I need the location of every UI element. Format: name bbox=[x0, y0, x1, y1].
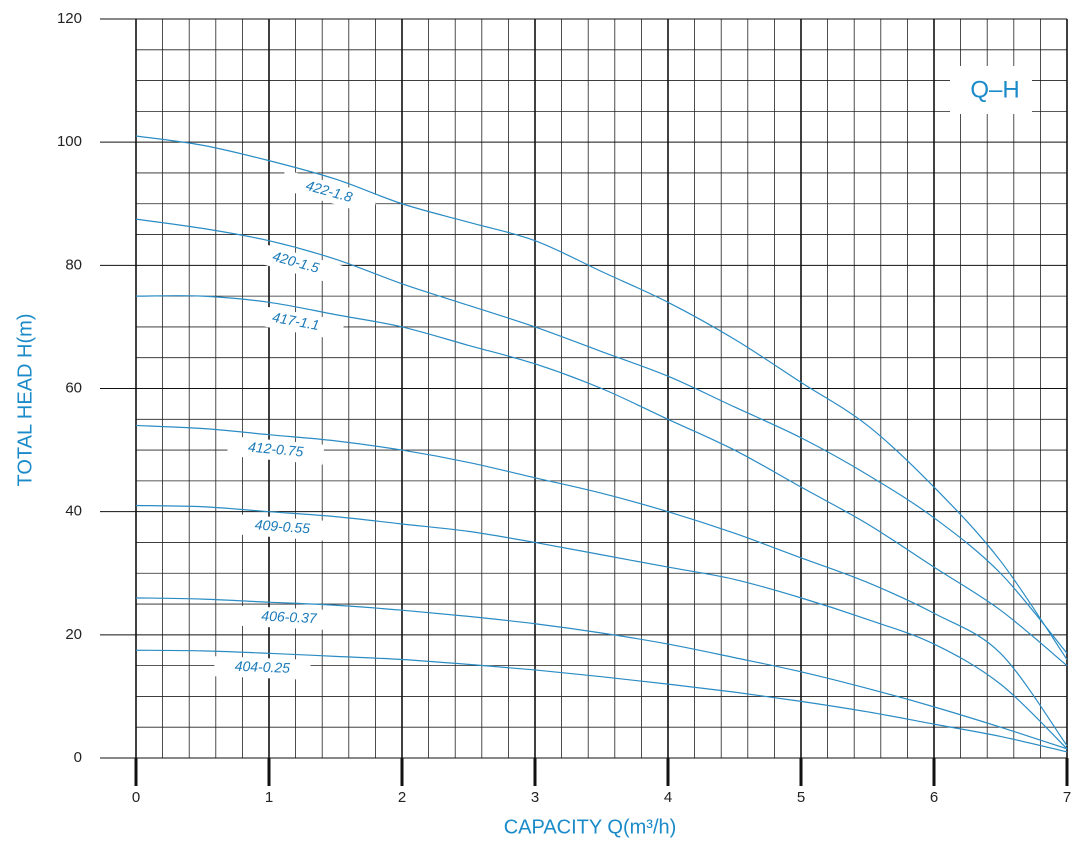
curve-label-group: 406-0.37 bbox=[240, 605, 338, 631]
label-background bbox=[246, 303, 345, 341]
y-tick-label: 0 bbox=[74, 749, 82, 766]
curve-label-group: 409-0.55 bbox=[233, 514, 331, 542]
x-tick-label: 7 bbox=[1063, 789, 1071, 806]
label-background bbox=[226, 435, 325, 465]
curve-label: 404-0.25 bbox=[234, 658, 290, 676]
y-tick-label: 100 bbox=[57, 133, 82, 150]
curve-label: 406-0.37 bbox=[261, 608, 318, 627]
curve bbox=[135, 135, 1068, 660]
curve bbox=[135, 504, 1068, 750]
x-tick-label: 5 bbox=[797, 789, 805, 806]
label-background bbox=[246, 240, 345, 286]
curve bbox=[135, 597, 1068, 750]
y-axis-title: TOTAL HEAD H(m) bbox=[14, 314, 36, 487]
x-tick-label: 2 bbox=[398, 789, 406, 806]
annotation: Q–H bbox=[970, 76, 1019, 103]
x-tick-label: 3 bbox=[531, 789, 539, 806]
label-background bbox=[240, 605, 338, 631]
curve-label: 409-0.55 bbox=[254, 516, 311, 536]
curve bbox=[135, 424, 1068, 747]
y-tick-label: 80 bbox=[65, 256, 82, 273]
y-tick-label: 40 bbox=[65, 503, 82, 520]
label-background bbox=[214, 656, 311, 680]
curve-label-group: 412-0.75 bbox=[226, 435, 325, 465]
annotation-box bbox=[950, 66, 1032, 114]
curve bbox=[135, 218, 1068, 654]
label-background bbox=[279, 169, 378, 215]
curve bbox=[135, 649, 1068, 753]
x-axis-title: CAPACITY Q(m³/h) bbox=[504, 816, 677, 838]
x-tick-label: 4 bbox=[664, 789, 672, 806]
y-tick-label: 20 bbox=[65, 626, 82, 643]
x-tick-label: 1 bbox=[265, 789, 273, 806]
y-tick-label: 60 bbox=[65, 379, 82, 396]
curve-label: 412-0.75 bbox=[248, 438, 305, 459]
label-background bbox=[233, 514, 331, 542]
y-tick-label: 120 bbox=[57, 10, 82, 27]
curve bbox=[135, 295, 1068, 667]
x-tick-label: 6 bbox=[930, 789, 938, 806]
curve-label-group: 404-0.25 bbox=[214, 656, 311, 680]
x-tick-label: 0 bbox=[132, 789, 140, 806]
